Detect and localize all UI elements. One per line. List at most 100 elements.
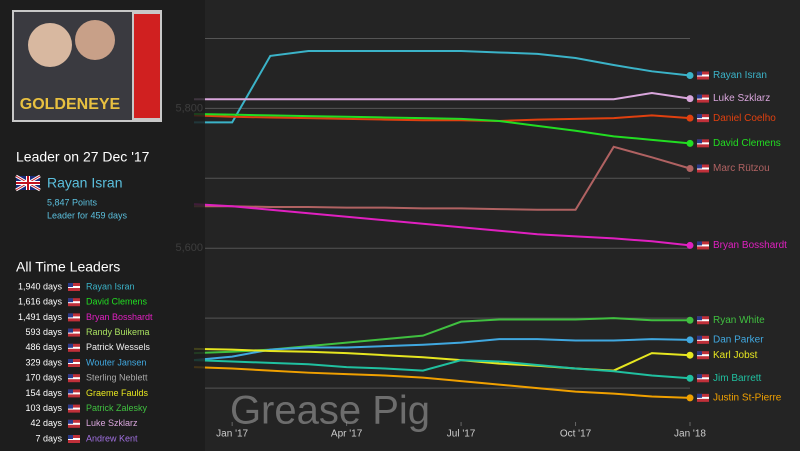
x-tick-label: Jul '17 [447, 429, 476, 440]
x-tick-label: Jan '18 [674, 429, 706, 440]
leader-name: David Clemens [86, 297, 148, 307]
series-line [193, 359, 691, 380]
flag [697, 351, 709, 360]
flag [697, 94, 709, 103]
flag-canton [697, 164, 702, 169]
flag-stripe [68, 301, 80, 304]
flag [697, 241, 709, 250]
flag-canton [68, 283, 73, 287]
flag-stripe [697, 117, 709, 120]
leader-days: 1,491 days [18, 312, 63, 322]
flag [697, 71, 709, 80]
series-line [194, 91, 691, 101]
series-line [193, 203, 691, 247]
flag-stripe [697, 396, 709, 399]
series-line [194, 50, 691, 124]
leader-name: Luke Szklarz [86, 418, 138, 428]
flag-canton [697, 393, 702, 398]
flag-canton [68, 419, 73, 424]
leader-days: 42 days [30, 418, 62, 428]
flag [68, 435, 80, 443]
end-dot [686, 72, 694, 80]
flag-canton [697, 139, 702, 144]
flag-stripe [697, 244, 709, 247]
flag [15, 174, 41, 192]
flag-stripe [68, 362, 80, 364]
leader-name: Patrick Zalesky [86, 403, 148, 413]
flag-canton [68, 389, 73, 394]
flag [68, 374, 80, 383]
flag [68, 313, 80, 322]
series-line [193, 338, 691, 362]
series-label: Ryan White [713, 315, 765, 326]
flag-canton [697, 316, 702, 321]
leader-days: 154 days [25, 388, 62, 398]
series-line [193, 366, 691, 399]
flag-stripe [697, 377, 709, 380]
leader-duration: Leader for 459 days [47, 210, 128, 220]
series-line [194, 145, 691, 211]
flag [68, 343, 80, 352]
flag-canton [697, 71, 702, 76]
leader-name: Andrew Kent [86, 433, 138, 443]
flag [697, 164, 709, 173]
flag-stripe [697, 74, 709, 77]
flag-canton [68, 328, 73, 333]
flag-stripe [68, 346, 80, 349]
leader-days: 1,616 days [18, 297, 63, 307]
end-dot [686, 114, 694, 122]
leaders-list: 1,940 days Rayan Isran 1,616 days David Cle… [18, 281, 153, 443]
flag-stripe [697, 338, 709, 341]
flag [697, 335, 709, 344]
svg-text:GOLDENEYE: GOLDENEYE [20, 96, 121, 113]
flag-canton [68, 298, 73, 303]
leader-days: 7 days [35, 433, 62, 443]
flag-stripe [68, 377, 80, 380]
flag-canton [68, 435, 73, 439]
leader-name: Rayan Isran [86, 281, 135, 291]
leader-name: Sterling Neblett [86, 373, 148, 383]
flag-stripe [697, 142, 709, 145]
series-label: Justin St-Pierre [713, 392, 782, 403]
flag-canton [697, 114, 702, 119]
end-dot [686, 316, 694, 324]
x-tick-label: Apr '17 [331, 429, 363, 440]
leader-points: 5,847 Points [47, 197, 98, 207]
flag-stripe [68, 438, 80, 440]
flag [68, 283, 80, 291]
series-label: Rayan Isran [713, 70, 767, 81]
flag [68, 328, 80, 337]
flag [68, 389, 80, 398]
series-label: David Clemens [713, 138, 781, 149]
series-label: Marc Rützou [713, 163, 770, 174]
end-dot [686, 95, 694, 103]
flag-canton [68, 374, 73, 379]
flag-stripe [68, 316, 80, 319]
end-dot [686, 336, 694, 344]
flag-canton [697, 241, 702, 246]
flag-canton [68, 359, 73, 363]
leader-days: 593 days [25, 327, 62, 337]
leader-days: 486 days [25, 342, 62, 352]
leader-name: Randy Buikema [86, 327, 150, 337]
flag-stripe [68, 407, 80, 410]
flag-stripe [68, 422, 80, 425]
leader-heading: Leader on 27 Dec '17 [16, 149, 150, 165]
cover-art: GOLDENEYE [12, 10, 162, 122]
flag-canton [68, 404, 73, 409]
flag-canton [697, 351, 702, 356]
leader-name: Wouter Jansen [86, 357, 146, 367]
flag-stripe [697, 319, 709, 322]
flag-stripe [68, 392, 80, 395]
flag-canton [697, 335, 702, 340]
watermark: Grease Pig [230, 389, 430, 433]
end-dot [686, 241, 694, 249]
flag-canton [697, 374, 702, 379]
x-tick-label: Jan '17 [216, 429, 248, 440]
leader-days: 170 days [25, 373, 62, 383]
flag-stripe [697, 97, 709, 100]
flag [697, 316, 709, 325]
end-dot [686, 351, 694, 359]
end-dot [686, 139, 694, 147]
